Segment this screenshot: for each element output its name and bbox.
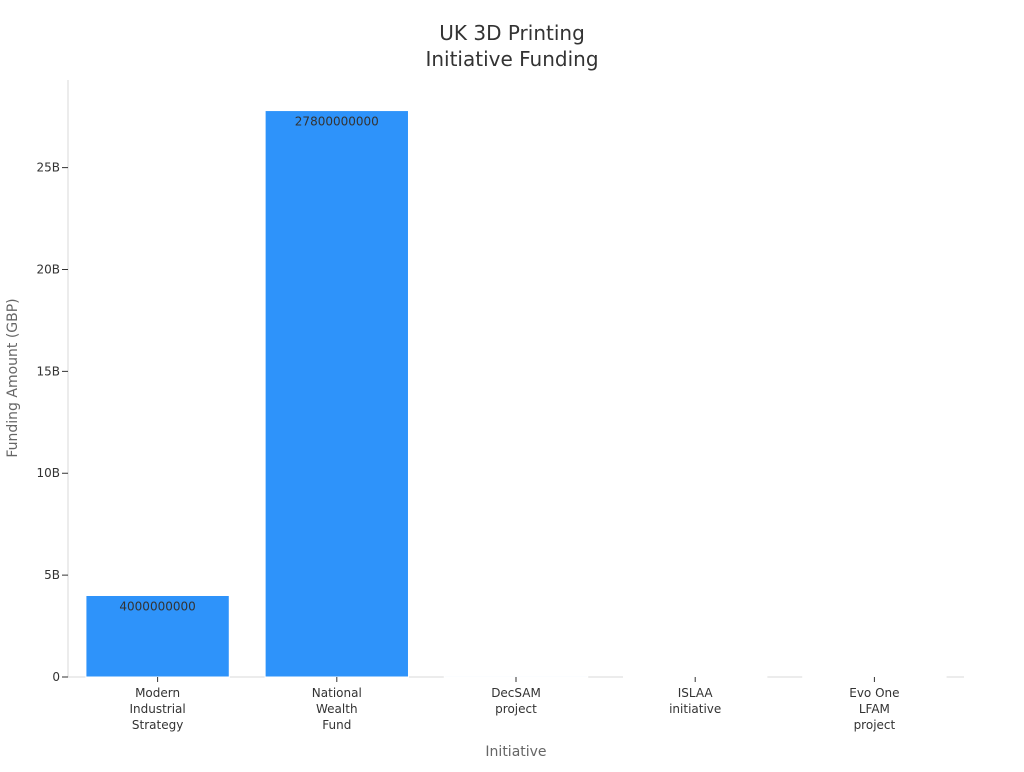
- bar-value-label: 27800000000: [295, 115, 379, 129]
- y-tick-label: 20B: [36, 262, 60, 276]
- y-tick-label: 25B: [36, 161, 60, 175]
- y-axis-ticks: 0 5B 10B 15B 20B 25B: [36, 161, 68, 684]
- chart-title-line: UK 3D Printing: [439, 21, 585, 45]
- bar: [802, 675, 947, 678]
- y-tick-label: 5B: [44, 568, 60, 582]
- x-tick-label: ISLAA initiative: [669, 686, 721, 716]
- x-axis-title: Initiative: [485, 744, 546, 760]
- y-tick-label: 10B: [36, 466, 60, 480]
- bar: [85, 594, 230, 678]
- chart-axes: [67, 80, 964, 678]
- y-tick-label: 15B: [36, 364, 60, 378]
- bar: [623, 675, 768, 678]
- y-tick-label: 0: [52, 670, 60, 684]
- y-axis-title: Funding Amount (GBP): [5, 298, 21, 457]
- x-axis-ticks: Modern Industrial Strategy National Wealth Fu…: [129, 677, 900, 732]
- bars: [85, 110, 947, 678]
- chart-title-line: Initiative Funding: [425, 47, 598, 71]
- bar: [443, 675, 589, 678]
- x-tick-label: National Wealth Fund: [312, 686, 362, 732]
- bar-value-label: 4000000000: [119, 599, 195, 613]
- x-tick-label: DecSAM project: [491, 686, 541, 716]
- x-tick-label: Evo One LFAM project: [849, 686, 899, 732]
- bar: [264, 110, 409, 678]
- data-labels: 4000000000 27800000000: [119, 115, 378, 614]
- x-tick-label: Modern Industrial Strategy: [129, 686, 185, 732]
